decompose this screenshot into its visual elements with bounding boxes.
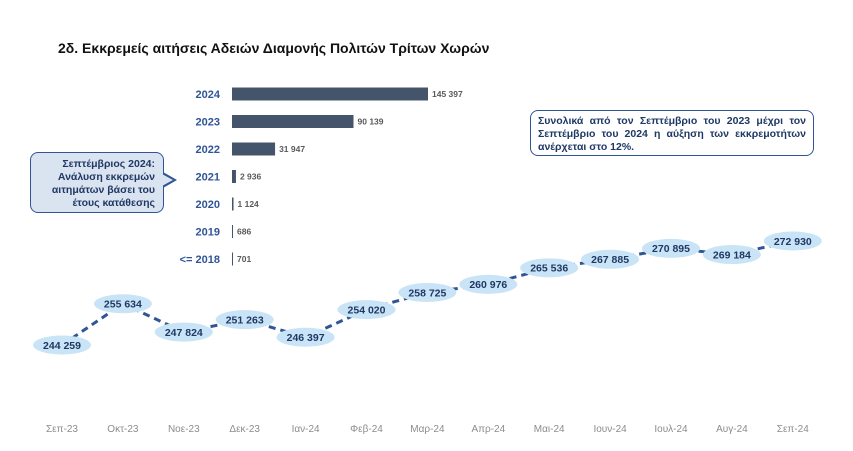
x-tick-label: Δεκ-23 [229, 424, 260, 435]
chart-title: 2δ. Εκκρεμείς αιτήσεις Αδειών Διαμονής Π… [58, 40, 490, 56]
data-label: 254 020 [348, 304, 386, 316]
bar-category-label: 2019 [196, 227, 220, 239]
data-label: 272 930 [774, 236, 812, 248]
bar-category-label: 2020 [196, 199, 220, 211]
line-chart: 244 259 255 634 247 824 251 263 246 397 254 0… [33, 231, 822, 355]
data-label: 265 536 [530, 263, 568, 275]
data-point [276, 327, 335, 347]
bar-category-label: 2023 [196, 117, 220, 129]
bar-category-label: 2021 [196, 172, 220, 184]
data-label: 251 263 [226, 314, 264, 326]
x-tick-label: Αυγ-24 [716, 424, 748, 435]
data-point [154, 322, 213, 342]
bar-value-label: 145 397 [432, 89, 463, 99]
bar-value-label: 686 [237, 227, 251, 237]
bar-category-label: 2022 [196, 144, 220, 156]
data-point [459, 274, 518, 294]
data-point [642, 238, 700, 258]
bar-value-label: 2 936 [240, 172, 262, 182]
bar-value-label: 701 [237, 254, 251, 264]
bar-value-label: 1 124 [238, 199, 260, 209]
bar [232, 87, 428, 101]
x-tick-label: Φεβ-24 [350, 424, 383, 435]
bar [232, 142, 276, 156]
x-tick-label: Ιουλ-24 [654, 424, 688, 435]
data-point [215, 310, 274, 330]
data-label: 270 895 [652, 243, 690, 255]
bar [232, 170, 236, 183]
bar-chart: 2024 145 397 2023 90 139 2022 31 947 2021 2 936… [180, 87, 463, 266]
data-label: 267 885 [591, 254, 629, 266]
data-point [702, 245, 761, 265]
data-point [337, 300, 396, 320]
callout-arrow-fill [162, 174, 173, 186]
x-tick-label: Νοε-23 [168, 424, 200, 435]
bar-value-label: 31 947 [279, 144, 305, 154]
callout-annual-increase: Συνολικά από τον Σεπτέμβριο του 2023 μέχ… [530, 110, 814, 156]
data-label: 244 259 [43, 340, 81, 352]
bar-value-label: 90 139 [358, 117, 384, 127]
x-tick-label: Ιαν-24 [292, 424, 320, 435]
data-point [520, 258, 579, 278]
data-label: 260 976 [469, 279, 507, 291]
data-label: 247 824 [165, 327, 203, 339]
x-tick-label: Ιουν-24 [593, 424, 627, 435]
bar [232, 225, 233, 238]
bar [232, 197, 234, 211]
data-point [581, 249, 640, 269]
data-label: 269 184 [713, 249, 751, 261]
x-tick-label: Σεπ-24 [777, 424, 809, 435]
bar-category-label: 2024 [196, 89, 221, 101]
x-tick-label: Οκτ-23 [107, 424, 139, 435]
data-point [763, 231, 822, 251]
callout-bar-analysis: Σεπτέμβριος 2024: Ανάλυση εκκρεμών αιτημ… [30, 152, 164, 213]
data-point [398, 283, 457, 303]
data-label: 255 634 [104, 299, 142, 311]
bar [232, 115, 354, 128]
x-tick-label: Μαι-24 [534, 424, 565, 435]
bar [232, 252, 233, 266]
x-tick-label: Απρ-24 [471, 424, 505, 435]
data-label: 258 725 [408, 287, 446, 299]
data-point [33, 335, 91, 355]
data-point [93, 294, 152, 314]
bar-category-label: <= 2018 [180, 254, 220, 266]
x-tick-label: Μαρ-24 [410, 424, 445, 435]
x-axis-ticks: Σεπ-23 Οκτ-23 Νοε-23 Δεκ-23 Ιαν-24 Φεβ-24 Μαρ-… [46, 424, 809, 435]
x-tick-label: Σεπ-23 [46, 424, 78, 435]
data-label: 246 397 [287, 332, 325, 344]
